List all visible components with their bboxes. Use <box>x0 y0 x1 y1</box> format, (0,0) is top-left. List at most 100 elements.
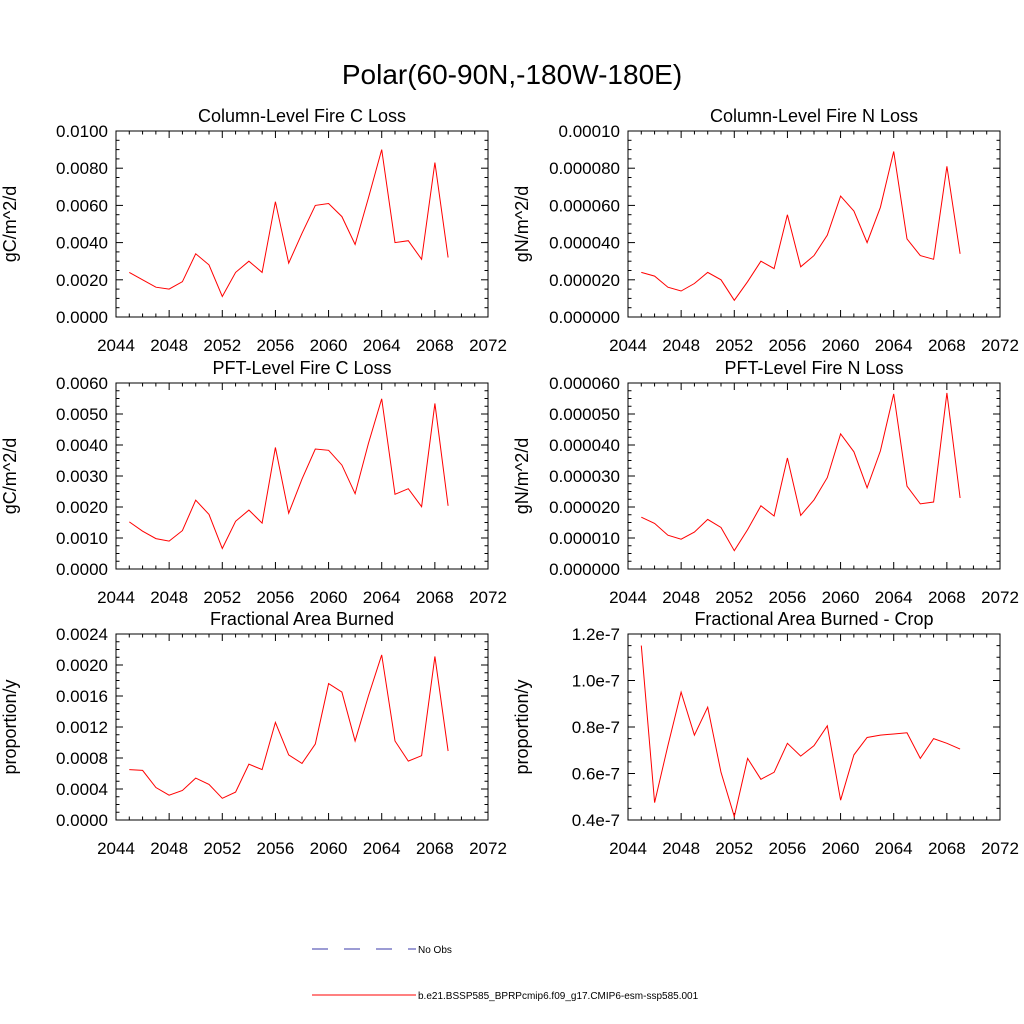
plot-frame <box>115 382 489 570</box>
x-tick-label: 2068 <box>416 588 454 607</box>
y-tick-label: 0.0100 <box>56 122 108 141</box>
x-tick-label: 2044 <box>609 839 647 858</box>
figure-title: Polar(60-90N,-180W-180E) <box>342 59 682 90</box>
y-tick-label: 0.000080 <box>549 159 620 178</box>
x-tick-label: 2056 <box>769 336 807 355</box>
x-tick-label: 2048 <box>662 839 700 858</box>
panel-title: Column-Level Fire N Loss <box>710 106 918 126</box>
y-tick-label: 0.000060 <box>549 374 620 393</box>
x-tick-label: 2060 <box>822 588 860 607</box>
x-tick-label: 2056 <box>257 336 295 355</box>
y-tick-label: 0.0012 <box>56 718 108 737</box>
plot-frame <box>115 633 489 821</box>
x-tick-label: 2064 <box>875 588 913 607</box>
y-tick-label: 0.000060 <box>549 196 620 215</box>
x-tick-label: 2064 <box>363 839 401 858</box>
panel-title: Column-Level Fire C Loss <box>198 106 406 126</box>
x-tick-label: 2056 <box>257 588 295 607</box>
panel-title: Fractional Area Burned - Crop <box>694 609 933 629</box>
y-axis-label: gC/m^2/d <box>0 438 20 514</box>
y-tick-label: 0.4e-7 <box>572 811 620 830</box>
y-tick-label: 0.0050 <box>56 405 108 424</box>
x-tick-label: 2056 <box>769 588 807 607</box>
legend: No Obs b.e21.BSSP585_BPRPcmip6.f09_g17.C… <box>312 945 699 1002</box>
x-tick-label: 2068 <box>928 839 966 858</box>
chart-panel-3: PFT-Level Fire C Loss gC/m^2/d 2044 2048 205… <box>0 358 507 607</box>
y-axis-label: gN/m^2/d <box>512 438 532 514</box>
legend-label-no-obs: No Obs <box>418 945 452 956</box>
y-axis-label: gC/m^2/d <box>0 186 20 262</box>
x-tick-label: 2052 <box>203 336 241 355</box>
y-tick-label: 1.2e-7 <box>572 625 620 644</box>
x-tick-label: 2064 <box>875 839 913 858</box>
x-tick-label: 2056 <box>769 839 807 858</box>
x-tick-label: 2064 <box>363 588 401 607</box>
x-tick-label: 2052 <box>715 336 753 355</box>
y-axis-label: gN/m^2/d <box>512 186 532 262</box>
y-tick-label: 0.000010 <box>549 529 620 548</box>
y-tick-label: 0.0060 <box>56 196 108 215</box>
x-tick-label: 2052 <box>715 588 753 607</box>
y-tick-label: 0.000000 <box>549 308 620 327</box>
y-tick-label: 0.0020 <box>56 498 108 517</box>
x-tick-label: 2068 <box>416 839 454 858</box>
chart-panel-6: Fractional Area Burned - Crop proportion/… <box>512 609 1019 858</box>
series-line <box>129 654 449 799</box>
plot-frame <box>115 130 489 318</box>
x-tick-label: 2068 <box>416 336 454 355</box>
y-tick-label: 0.000040 <box>549 234 620 253</box>
y-axis-label: proportion/y <box>512 679 532 774</box>
x-tick-label: 2048 <box>662 588 700 607</box>
plot-frame <box>627 633 1001 821</box>
series-line <box>129 149 449 298</box>
x-tick-label: 2072 <box>469 588 507 607</box>
y-tick-label: 0.000050 <box>549 405 620 424</box>
x-tick-label: 2068 <box>928 336 966 355</box>
x-tick-label: 2052 <box>203 839 241 858</box>
series-line <box>641 151 961 302</box>
series-line <box>640 645 961 819</box>
x-tick-label: 2056 <box>257 839 295 858</box>
y-tick-label: 0.0010 <box>56 529 108 548</box>
y-tick-label: 0.00010 <box>559 122 620 141</box>
y-tick-label: 0.8e-7 <box>572 718 620 737</box>
y-tick-label: 0.000000 <box>549 560 620 579</box>
y-axis-label: proportion/y <box>0 679 20 774</box>
y-tick-label: 0.0040 <box>56 234 108 253</box>
y-tick-label: 0.0020 <box>56 271 108 290</box>
y-tick-label: 1.0e-7 <box>572 672 620 691</box>
x-tick-label: 2044 <box>97 839 135 858</box>
series-line <box>641 392 961 552</box>
y-tick-label: 0.0024 <box>56 625 108 644</box>
legend-entry-model-run: b.e21.BSSP585_BPRPcmip6.f09_g17.CMIP6-es… <box>312 991 699 1002</box>
x-tick-label: 2060 <box>822 336 860 355</box>
y-tick-label: 0.000040 <box>549 436 620 455</box>
x-tick-label: 2048 <box>150 336 188 355</box>
x-tick-label: 2044 <box>609 588 647 607</box>
y-tick-label: 0.0008 <box>56 749 108 768</box>
panels-group: Column-Level Fire C Loss gC/m^2/d 2044 2048… <box>0 106 1019 858</box>
x-tick-label: 2048 <box>150 588 188 607</box>
x-tick-label: 2064 <box>875 336 913 355</box>
y-tick-label: 0.6e-7 <box>572 765 620 784</box>
x-tick-label: 2048 <box>150 839 188 858</box>
chart-panel-2: Column-Level Fire N Loss gN/m^2/d 2044 2048… <box>512 106 1019 355</box>
x-tick-label: 2052 <box>203 588 241 607</box>
y-tick-label: 0.0060 <box>56 374 108 393</box>
x-tick-label: 2072 <box>469 839 507 858</box>
panel-title: PFT-Level Fire C Loss <box>212 358 391 378</box>
x-tick-label: 2060 <box>310 588 348 607</box>
y-tick-label: 0.0020 <box>56 656 108 675</box>
x-tick-label: 2064 <box>363 336 401 355</box>
chart-panel-1: Column-Level Fire C Loss gC/m^2/d 2044 2048… <box>0 106 507 355</box>
panel-title: Fractional Area Burned <box>210 609 394 629</box>
x-tick-label: 2052 <box>715 839 753 858</box>
x-tick-label: 2072 <box>981 839 1019 858</box>
y-tick-label: 0.0004 <box>56 780 108 799</box>
y-tick-label: 0.0000 <box>56 811 108 830</box>
chart-panel-4: PFT-Level Fire N Loss gN/m^2/d 2044 2048 205… <box>512 358 1019 607</box>
x-tick-label: 2048 <box>662 336 700 355</box>
x-tick-label: 2072 <box>981 588 1019 607</box>
x-tick-label: 2072 <box>469 336 507 355</box>
